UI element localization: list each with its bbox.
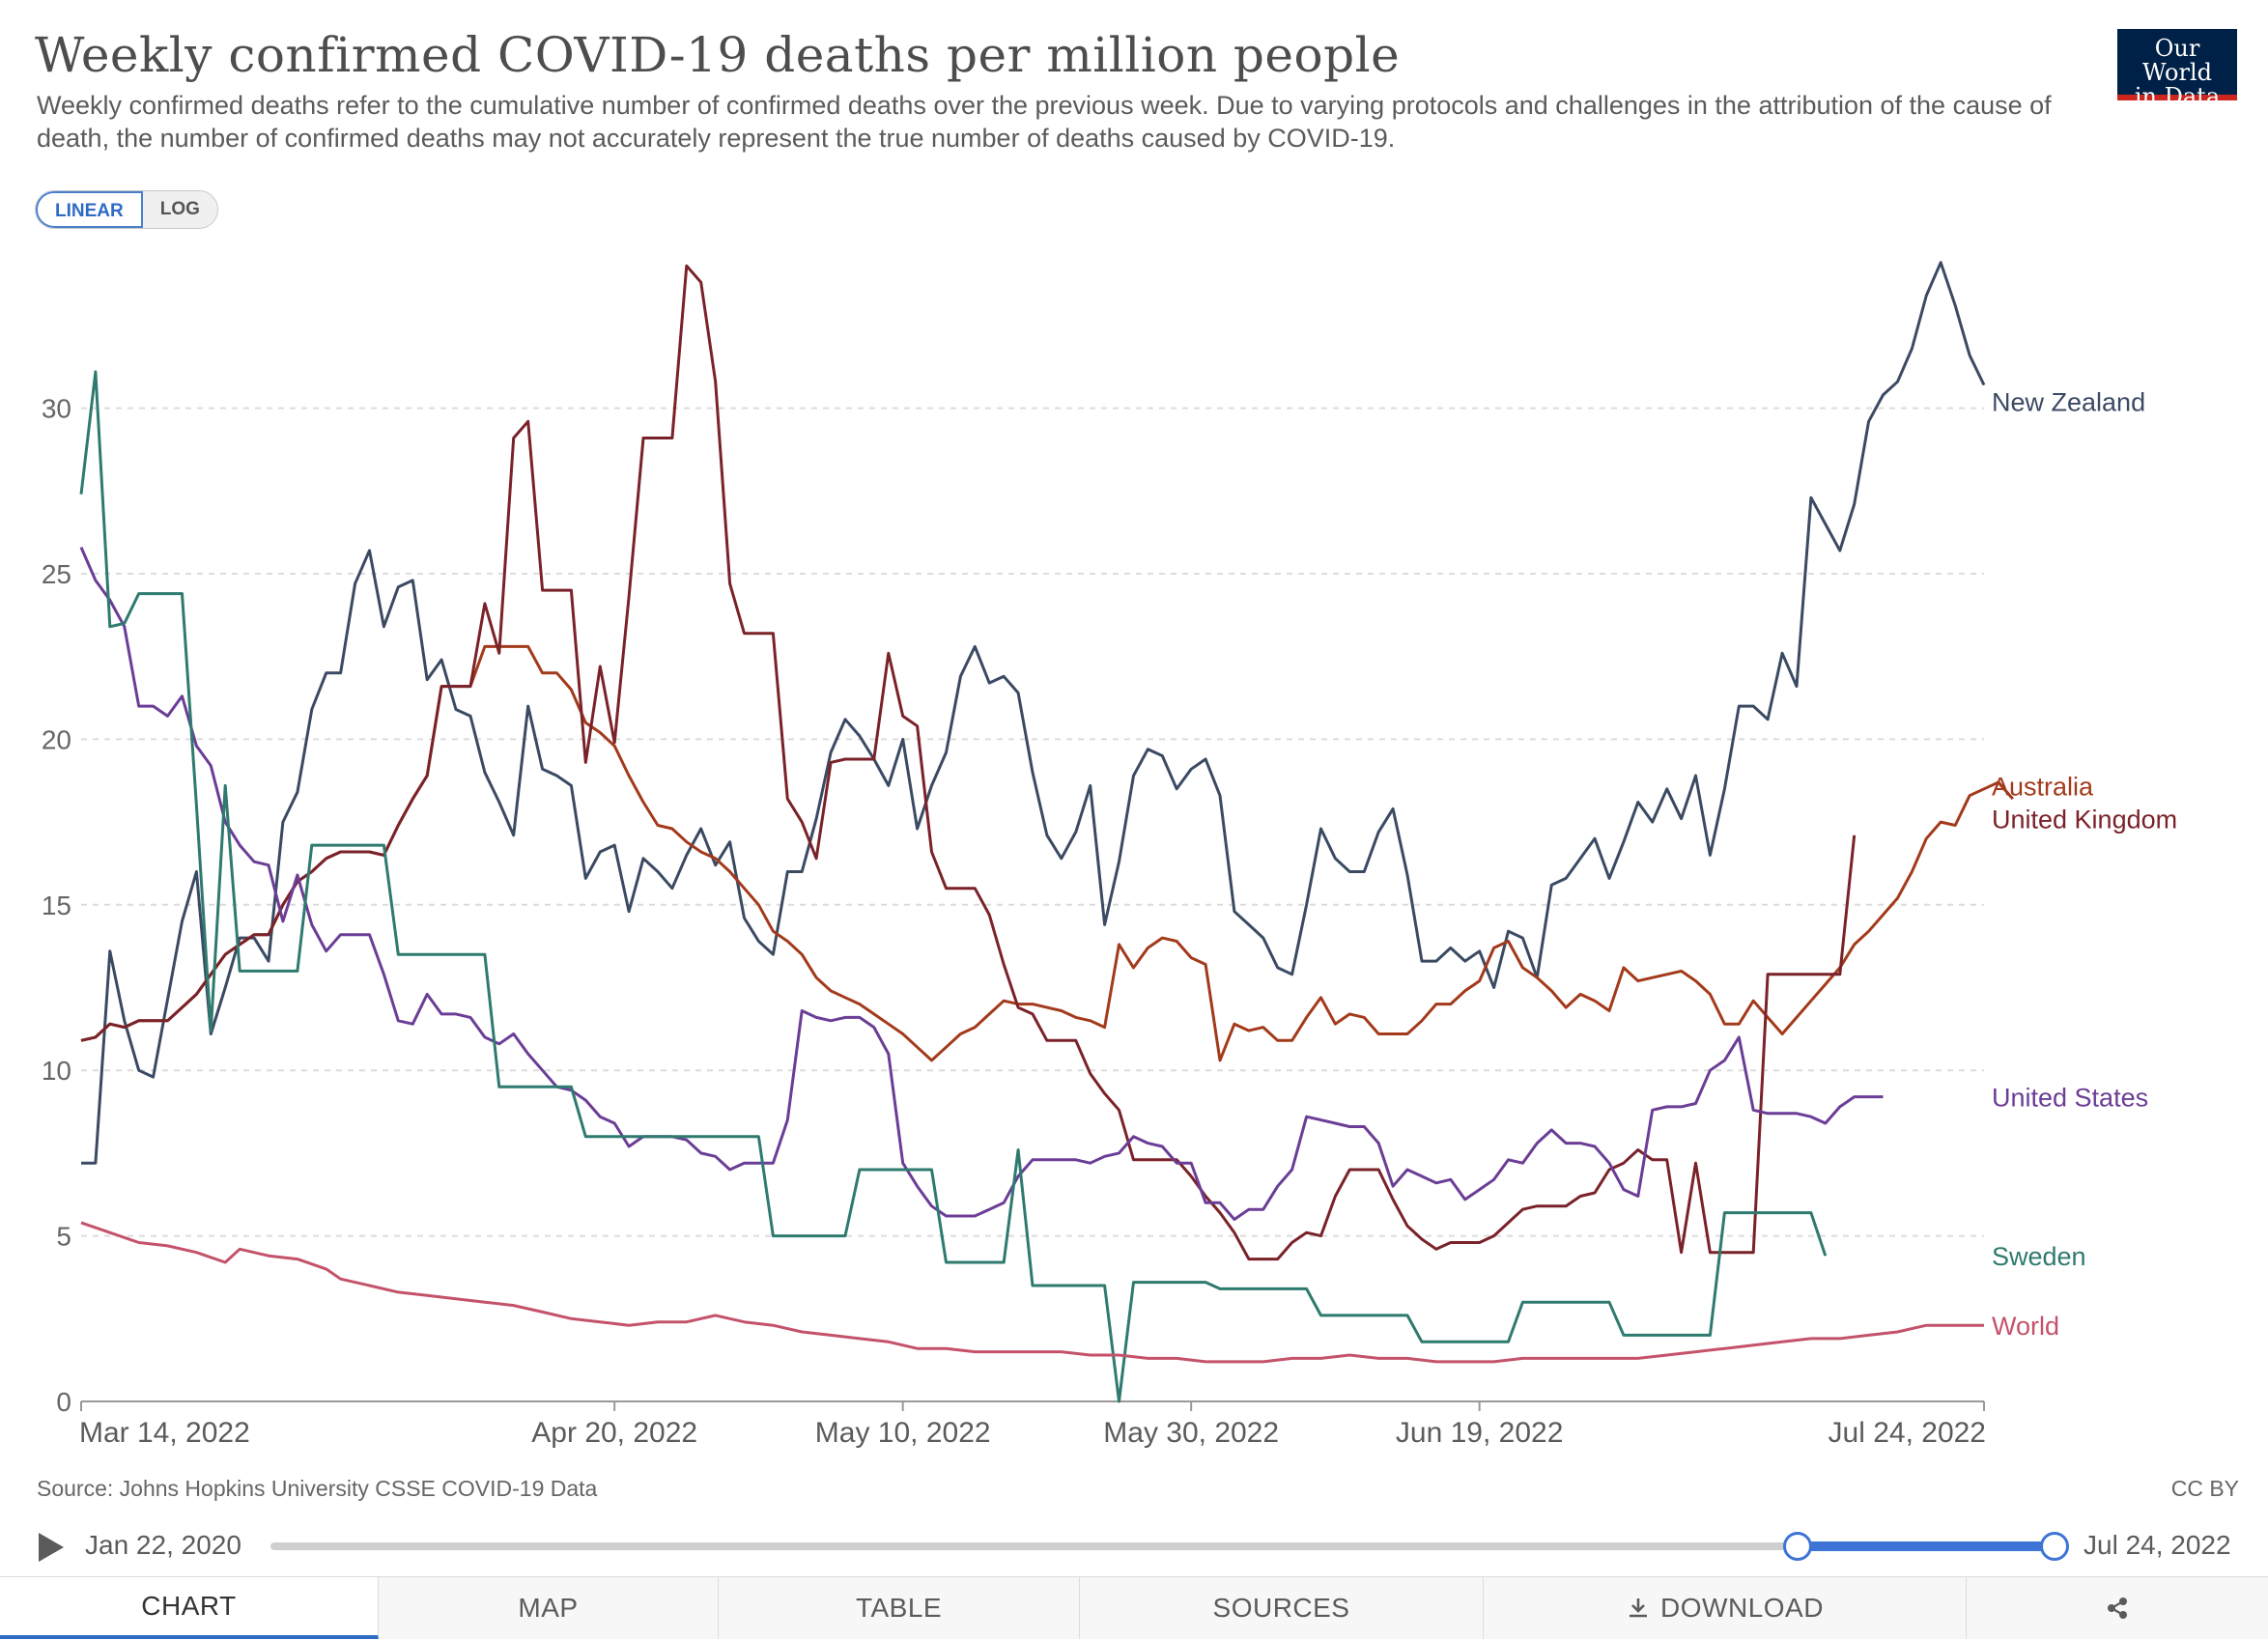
y-tick-label: 5 [56,1222,71,1252]
tab-sources[interactable]: SOURCES [1080,1577,1484,1639]
chart-subtitle: Weekly confirmed deaths refer to the cum… [37,91,2052,153]
y-tick-label: 20 [42,724,71,754]
x-tick-label: Mar 14, 2022 [79,1417,250,1449]
series-line-new-zealand[interactable] [81,261,1986,1165]
y-tick-label: 25 [42,559,71,589]
tab-table[interactable]: TABLE [719,1577,1080,1639]
series-label-united-states[interactable]: United States [1992,1084,2148,1113]
download-label: DOWNLOAD [1660,1593,1824,1623]
logo-line-2: in Data [2134,83,2221,110]
x-tick-label: May 10, 2022 [815,1417,991,1449]
y-tick-label: 15 [42,891,71,920]
x-axis: Mar 14, 2022 Apr 20, 2022 May 10, 2022 May … [79,1400,1986,1449]
log-scale-button[interactable]: LOG [142,191,217,228]
series-label-sweden[interactable]: Sweden [1992,1242,2086,1271]
series-line-world[interactable] [80,1221,1984,1364]
linear-scale-button[interactable]: LINEAR [36,191,143,228]
chart-title: Weekly confirmed COVID-19 deaths per mil… [35,27,1401,83]
tab-bar: CHART MAP TABLE SOURCES DOWNLOAD [0,1576,2268,1640]
series-line-sweden[interactable] [79,370,1828,1403]
series-line-united-states[interactable] [79,547,1884,1221]
x-tick-label: Jul 24, 2022 [1829,1417,1986,1449]
y-tick-label: 10 [42,1056,71,1086]
tab-share[interactable] [1967,1577,2268,1639]
play-icon[interactable] [39,1533,64,1562]
license-label[interactable]: CC BY [2170,1476,2239,1501]
scale-toggle: LINEAR LOG [35,190,218,229]
owid-logo[interactable]: Our World in Data [2117,29,2237,109]
y-axis-labels: 0 5 10 15 20 25 30 [42,394,71,1417]
series-line-united-kingdom[interactable] [80,264,1857,1261]
series-lines [79,261,2014,1403]
tab-chart[interactable]: CHART [0,1577,379,1639]
download-icon [1630,1598,1648,1618]
series-labels: New Zealand Australia United Kingdom United… [1992,388,2177,1341]
timeline-start-handle[interactable] [1783,1532,1812,1561]
timeline-slider-range[interactable] [1796,1541,2055,1551]
timeline-end-handle[interactable] [2040,1532,2069,1561]
x-tick-label: May 30, 2022 [1103,1417,1279,1449]
timeline-slider-track[interactable] [270,1542,2054,1550]
timeline-start-date: Jan 22, 2020 [85,1530,241,1560]
x-tick-label: Jun 19, 2022 [1396,1417,1563,1449]
source-note[interactable]: Source: Johns Hopkins University CSSE CO… [37,1476,598,1501]
tab-download[interactable]: DOWNLOAD [1484,1577,1967,1639]
logo-line-1: Our World [2142,35,2212,86]
share-icon [2108,1598,2127,1619]
line-chart: 0 5 10 15 20 25 30 Mar 14, 2022 Apr 20, 2022 May… [42,261,2177,1449]
timeline-end-date: Jul 24, 2022 [2084,1530,2231,1560]
y-tick-label: 30 [42,394,71,424]
series-label-united-kingdom[interactable]: United Kingdom [1992,806,2177,834]
y-tick-label: 0 [56,1387,71,1417]
series-label-new-zealand[interactable]: New Zealand [1992,388,2145,417]
x-tick-label: Apr 20, 2022 [531,1417,697,1449]
tab-map[interactable]: MAP [379,1577,719,1639]
grid-lines [81,407,1984,1237]
series-label-world[interactable]: World [1992,1312,2059,1341]
series-label-australia[interactable]: Australia [1992,772,2094,801]
